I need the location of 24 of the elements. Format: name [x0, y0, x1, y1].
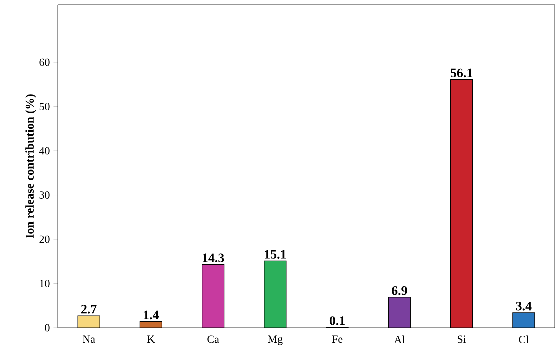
y-tick-label: 30	[40, 192, 50, 199]
x-tick-label: Na	[82, 336, 96, 344]
x-tick-label: Cl	[519, 336, 529, 344]
x-tick-label: Ca	[208, 336, 220, 344]
data-label: 0.1	[330, 316, 345, 326]
y-tick-label: 10	[40, 280, 50, 288]
y-tick-label: 50	[40, 103, 50, 110]
x-tick-label: Fe	[332, 336, 343, 344]
x-tick-label: K	[148, 336, 156, 343]
y-axis-title: Ion release contribution (%)	[26, 94, 36, 239]
x-tick-label: Si	[458, 336, 466, 344]
x-tick-label: Al	[394, 336, 405, 344]
data-label: 15.1	[265, 250, 286, 259]
data-label: 1.4	[144, 310, 160, 320]
data-label: 3.4	[516, 302, 532, 311]
data-label: 6.9	[392, 286, 408, 296]
data-label: 2.7	[82, 305, 97, 314]
data-label: 14.3	[203, 254, 224, 263]
y-tick-label: 20	[40, 236, 50, 244]
y-tick-label: 0	[45, 324, 50, 332]
y-tick-label: 40	[39, 147, 50, 155]
data-label: 56.1	[450, 68, 472, 78]
x-tick-label: Mg	[268, 336, 283, 346]
y-tick-label: 60	[40, 58, 50, 66]
